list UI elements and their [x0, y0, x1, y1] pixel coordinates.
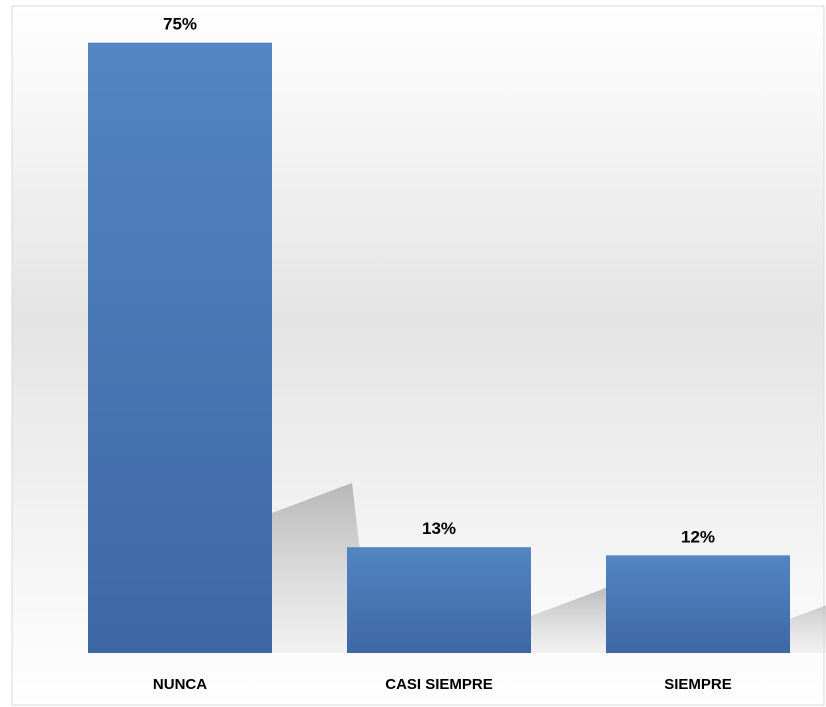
data-label-casi-siempre: 13%: [422, 519, 456, 538]
category-label-siempre: SIEMPRE: [664, 676, 732, 693]
category-label-nunca: NUNCA: [153, 676, 207, 693]
data-label-nunca: 75%: [163, 15, 197, 34]
bar-siempre: [606, 555, 790, 653]
category-labels: NUNCA CASI SIEMPRE SIEMPRE: [153, 676, 732, 693]
bars: [88, 42, 790, 653]
bar-casi-siempre: [347, 547, 531, 653]
data-labels: 75% 13% 12%: [163, 15, 715, 547]
bar-shadow-siempre: [790, 605, 826, 653]
category-label-casi-siempre: CASI SIEMPRE: [385, 676, 493, 693]
data-label-siempre: 12%: [681, 527, 715, 546]
bar-nunca: [88, 42, 272, 653]
